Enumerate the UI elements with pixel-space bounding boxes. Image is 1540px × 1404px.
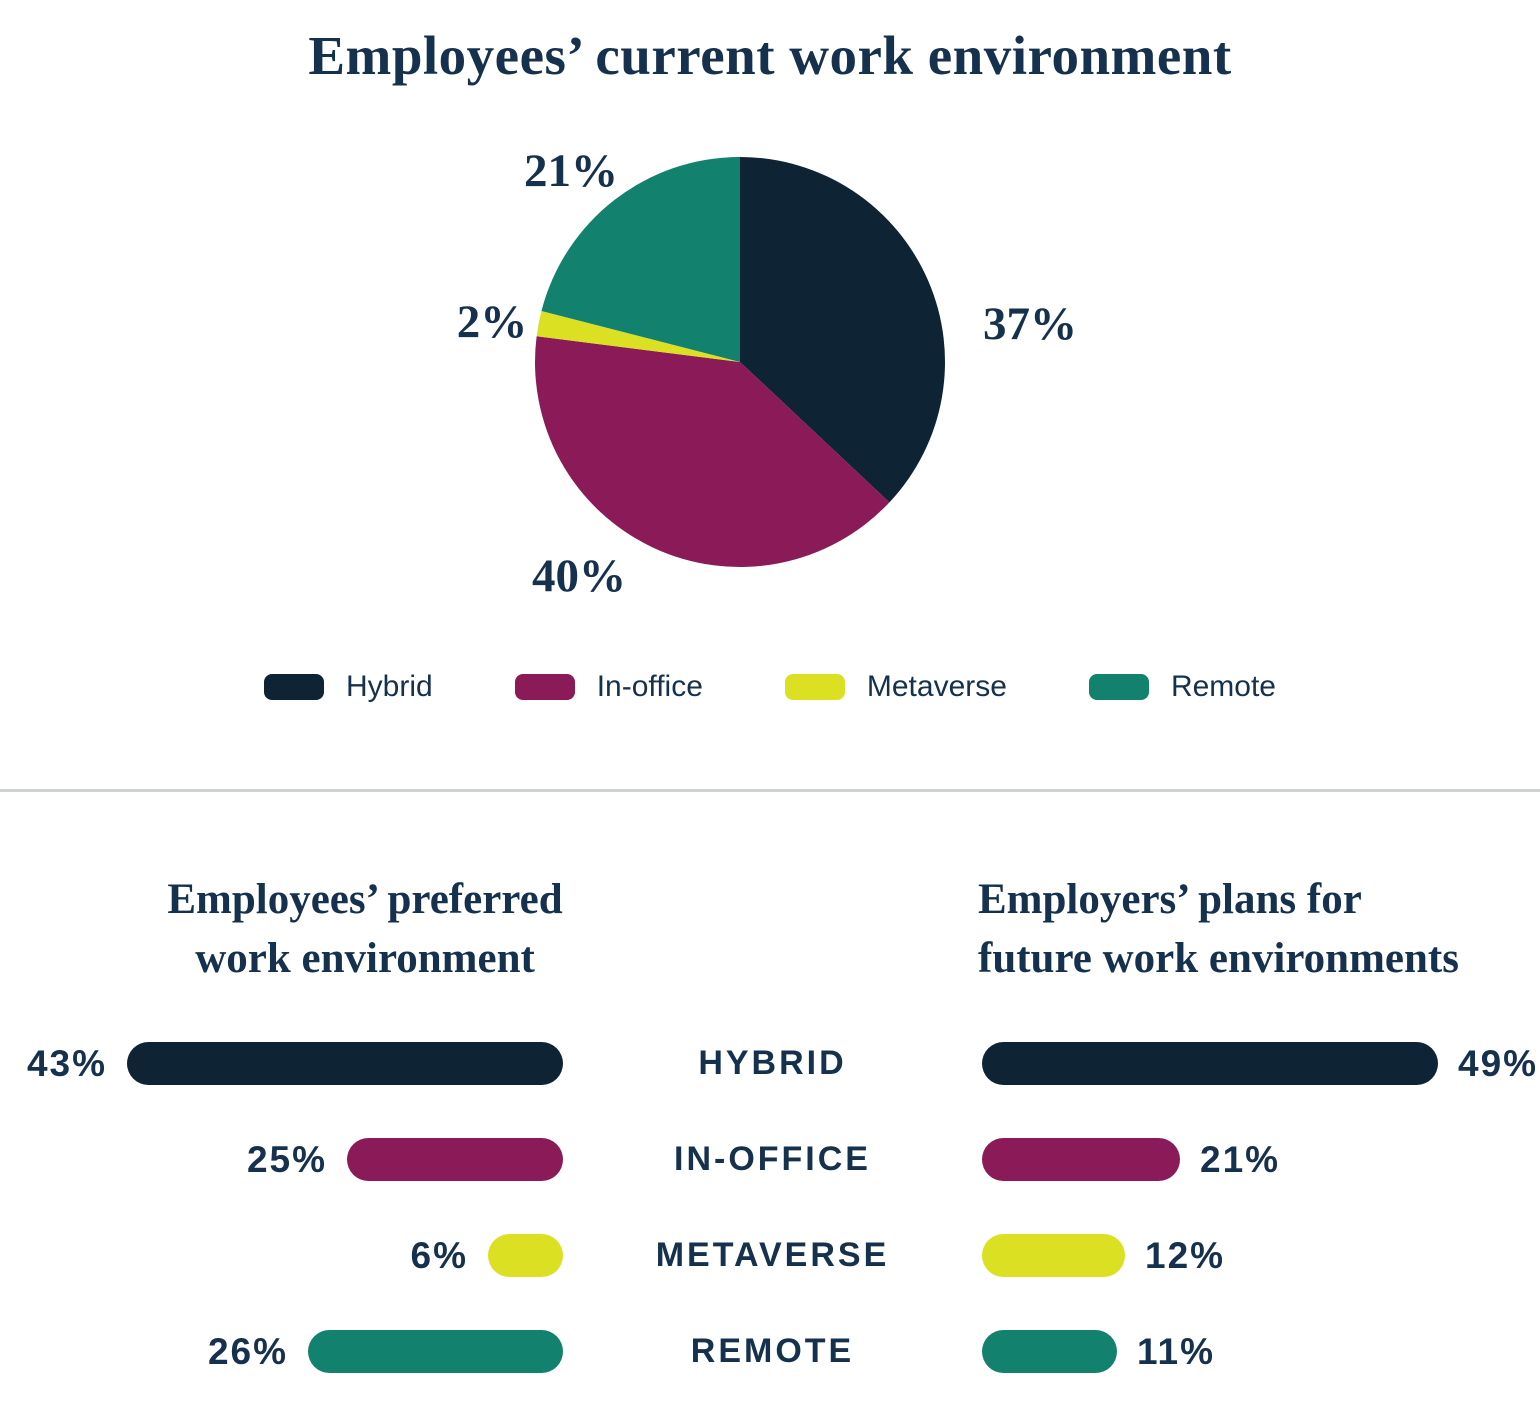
right-bar-chart-title-line2: future work environments [978, 935, 1459, 982]
right-bar-chart-title: Employers’ plans for future work environ… [978, 870, 1540, 988]
legend-swatch-remote [1088, 674, 1149, 700]
left-bar-value-remote: 26% [207, 1330, 288, 1372]
right-bar-row-metaverse: 12% [982, 1234, 1540, 1277]
left-bar-value-hybrid: 43% [26, 1042, 107, 1084]
right-bar-chart-title-line1: Employers’ plans for [978, 876, 1362, 923]
right-bar-row-in-office: 21% [982, 1138, 1540, 1181]
left-bar-value-in-office: 25% [246, 1138, 327, 1180]
right-bar-remote [982, 1330, 1117, 1373]
left-bar-row-remote: 26% [0, 1330, 563, 1373]
left-bar-hybrid [127, 1042, 563, 1085]
pie-label-hybrid: 37% [983, 298, 1077, 350]
right-bar-value-in-office: 21% [1200, 1138, 1281, 1180]
left-bar-metaverse [488, 1234, 563, 1277]
category-labels: HYBRID IN-OFFICE METAVERSE REMOTE [563, 1042, 982, 1404]
pie-slice-remote [541, 157, 740, 362]
left-bar-row-in-office: 25% [0, 1138, 563, 1181]
pie-legend: Hybrid In-office Metaverse Remote [0, 670, 1540, 704]
pie-chart [535, 157, 945, 567]
right-bar-in-office [982, 1138, 1180, 1181]
right-bar-row-hybrid: 49% [982, 1042, 1540, 1085]
left-bar-remote [308, 1330, 563, 1373]
right-bar-metaverse [982, 1234, 1125, 1277]
pie-slice-in-office [535, 336, 890, 567]
right-bar-value-hybrid: 49% [1458, 1042, 1539, 1084]
legend-swatch-in-office [514, 674, 575, 700]
left-bar-in-office [347, 1138, 563, 1181]
legend-item-in-office: In-office [514, 670, 703, 704]
legend-label-in-office: In-office [596, 670, 703, 703]
right-bar-row-remote: 11% [982, 1330, 1540, 1373]
category-label-hybrid: HYBRID [698, 1044, 847, 1082]
legend-item-remote: Remote [1088, 670, 1276, 704]
category-label-metaverse: METAVERSE [655, 1236, 890, 1274]
right-bar-chart: 49% 21% 12% 11% [982, 1042, 1540, 1404]
pie-label-remote: 21% [524, 145, 618, 197]
pie-chart-title: Employees’ current work environment [308, 25, 1232, 86]
left-bar-row-metaverse: 6% [0, 1234, 563, 1277]
left-bar-chart-title-line1: Employees’ preferred [167, 876, 563, 923]
legend-swatch-hybrid [264, 674, 324, 700]
left-bar-row-hybrid: 43% [0, 1042, 563, 1085]
legend-item-hybrid: Hybrid [264, 670, 433, 704]
left-bar-chart: 43% 25% 6% 26% [0, 1042, 563, 1404]
pie-slice-hybrid [740, 157, 945, 503]
pie-label-in-office: 40% [532, 550, 626, 602]
left-bar-value-metaverse: 6% [410, 1234, 468, 1276]
category-label-in-office: IN-OFFICE [674, 1140, 871, 1178]
legend-swatch-metaverse [784, 674, 845, 700]
pie-chart-svg [535, 157, 945, 567]
legend-label-metaverse: Metaverse [866, 670, 1007, 703]
legend-label-hybrid: Hybrid [346, 670, 433, 703]
right-bar-hybrid [982, 1042, 1438, 1085]
category-label-remote: REMOTE [690, 1332, 855, 1370]
section-divider [0, 789, 1540, 792]
pie-slice-metaverse [536, 311, 740, 362]
left-bar-chart-title-line2: work environment [195, 935, 535, 982]
right-bar-value-metaverse: 12% [1145, 1234, 1226, 1276]
pie-label-metaverse: 2% [456, 296, 528, 348]
legend-label-remote: Remote [1170, 670, 1276, 703]
legend-item-metaverse: Metaverse [784, 670, 1007, 704]
left-bar-chart-title: Employees’ preferred work environment [95, 870, 635, 988]
right-bar-value-remote: 11% [1137, 1330, 1216, 1372]
